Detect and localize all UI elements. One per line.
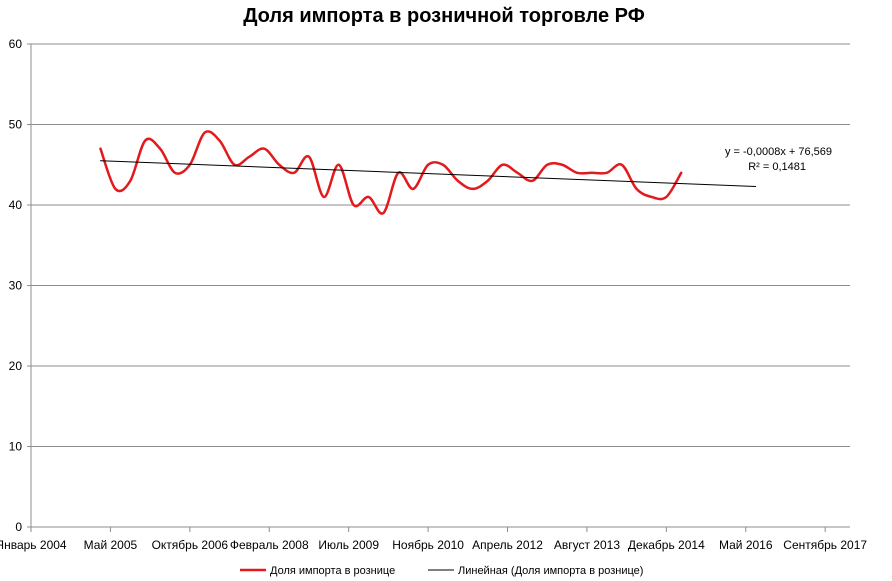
x-tick-label-10: Сентябрь 2017 [783, 538, 867, 552]
x-tick-label-7: Август 2013 [554, 538, 620, 552]
x-tick-label-9: Май 2016 [719, 538, 773, 552]
y-tick-label-60: 60 [9, 37, 23, 51]
y-tick-label-0: 0 [15, 520, 22, 534]
x-tick-label-0: Январь 2004 [0, 538, 67, 552]
y-tick-label-40: 40 [9, 198, 23, 212]
x-tick-label-5: Ноябрь 2010 [392, 538, 464, 552]
trendline-r-squared: R² = 0,1481 [748, 161, 806, 173]
x-tick-label-2: Октябрь 2006 [152, 538, 229, 552]
chart-title: Доля импорта в розничной торговле РФ [243, 5, 645, 27]
y-tick-label-30: 30 [9, 279, 23, 293]
x-tick-label-1: Май 2005 [84, 538, 138, 552]
x-tick-label-6: Апрель 2012 [472, 538, 543, 552]
series-line-import-share [99, 130, 683, 215]
series-group [99, 130, 757, 215]
y-tick-label-20: 20 [9, 359, 23, 373]
y-tick-label-10: 10 [9, 440, 23, 454]
y-tick-label-50: 50 [9, 118, 23, 132]
grid-lines [27, 43, 850, 528]
x-tick-label-3: Февраль 2008 [230, 538, 309, 552]
x-tick-label-4: Июль 2009 [318, 538, 379, 552]
series-line-trendline [99, 160, 757, 187]
legend: Доля импорта в рознице Линейная (Доля им… [240, 565, 643, 577]
y-axis-ticks: 0 10 20 30 40 50 60 [9, 37, 23, 534]
x-tick-label-8: Декабрь 2014 [628, 538, 705, 552]
x-axis-ticks: Январь 2004 Май 2005 Октябрь 2006 Февраль 2… [0, 527, 867, 552]
trendline-equation: y = -0,0008x + 76,569 [725, 146, 832, 158]
legend-label-trendline: Линейная (Доля импорта в рознице) [458, 565, 643, 577]
legend-label-import-share: Доля импорта в рознице [270, 565, 395, 577]
